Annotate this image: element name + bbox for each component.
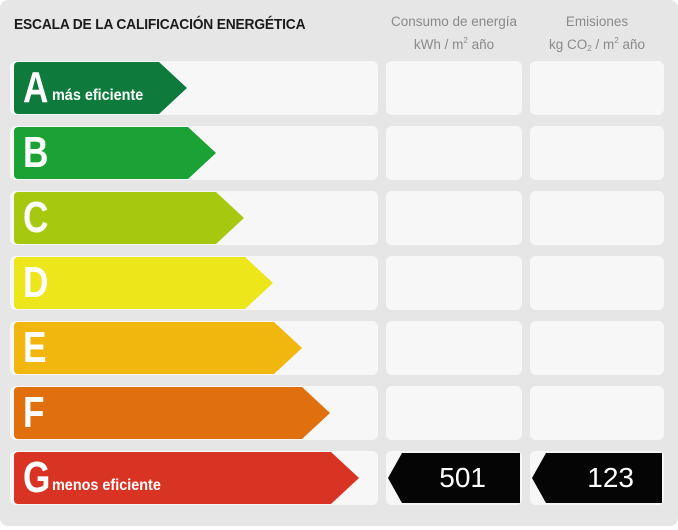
emis-unit-sup: 2 <box>614 36 619 45</box>
energy-header-line2: kWh / m2 año <box>386 31 522 54</box>
emis-unit-post: año <box>618 37 645 52</box>
rating-row-b: B <box>0 126 678 180</box>
rating-row-f: F <box>0 386 678 440</box>
energy-unit-post: año <box>467 37 495 52</box>
emissions-cell <box>530 321 664 375</box>
emis-unit-sub: 2 <box>587 44 592 53</box>
emissions-value-tag: 123 <box>532 453 662 503</box>
rating-letter: A <box>23 63 49 112</box>
rating-arrow-g: G menos eficiente <box>14 452 359 504</box>
emissions-cell <box>530 61 664 115</box>
rating-caption: menos eficiente <box>52 477 161 494</box>
emissions-cell <box>530 126 664 180</box>
energy-cell <box>386 126 522 180</box>
emis-unit-pre: kg CO <box>549 37 588 52</box>
energy-value-tag: 501 <box>388 453 520 503</box>
energy-cell <box>386 191 522 245</box>
scale-title: ESCALA DE LA CALIFICACIÓN ENERGÉTICA <box>14 16 306 33</box>
rating-letter: F <box>23 388 45 437</box>
emissions-cell <box>530 191 664 245</box>
rating-arrow-a: A más eficiente <box>14 62 187 114</box>
rating-arrow-b: B <box>14 127 216 179</box>
energy-unit-sup: 2 <box>463 36 468 45</box>
energy-cell <box>386 61 522 115</box>
rating-letter: G <box>23 453 51 502</box>
emissions-column-header: Emisiones kg CO2 / m2 año <box>530 12 664 58</box>
rating-arrow-c: C <box>14 192 244 244</box>
emissions-header-line2: kg CO2 / m2 año <box>530 31 664 58</box>
rating-letter: E <box>23 323 47 372</box>
rating-letter: D <box>23 258 49 307</box>
emissions-cell <box>530 386 664 440</box>
rating-row-a: A más eficiente <box>0 61 678 115</box>
rating-letter: B <box>23 128 49 177</box>
energy-cell <box>386 386 522 440</box>
energy-column-header: Consumo de energía kWh / m2 año <box>386 12 522 54</box>
rating-row-e: E <box>0 321 678 375</box>
emis-unit-mid: / m <box>591 37 615 52</box>
energy-unit-pre: kWh / m <box>413 37 464 52</box>
energy-cell <box>386 256 522 310</box>
rating-row-c: C <box>0 191 678 245</box>
energy-cell <box>386 321 522 375</box>
rating-arrow-e: E <box>14 322 302 374</box>
rating-row-g: G menos eficiente 501 123 <box>0 451 678 505</box>
emissions-cell <box>530 256 664 310</box>
rating-caption: más eficiente <box>52 87 144 104</box>
emissions-header-line1: Emisiones <box>565 14 629 29</box>
rating-arrow-f: F <box>14 387 330 439</box>
energy-header-line1: Consumo de energía <box>390 14 518 29</box>
rating-letter: C <box>23 193 49 242</box>
rating-row-d: D <box>0 256 678 310</box>
rating-arrow-d: D <box>14 257 273 309</box>
